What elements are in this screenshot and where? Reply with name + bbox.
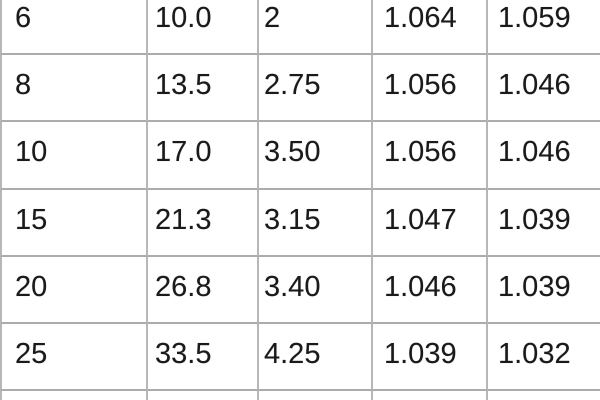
- table-cell-empty: [488, 391, 600, 400]
- table-cell: 1.039: [373, 323, 488, 392]
- table-cell: 1.046: [488, 55, 600, 123]
- table-cell: 8: [0, 55, 148, 123]
- table-cell-empty: [373, 391, 488, 400]
- table-cell: 3.15: [259, 189, 373, 257]
- table-cell: 2: [259, 0, 373, 56]
- table-cell-empty: [259, 391, 373, 400]
- table-cell: 1.056: [373, 122, 488, 190]
- table-cell: 4.25: [259, 323, 373, 392]
- table-cell: 1.039: [488, 256, 600, 324]
- table-cell: 26.8: [148, 256, 259, 324]
- table-cell: 3.40: [259, 256, 373, 324]
- table-cell: 1.032: [488, 323, 600, 392]
- table-cell: 1.056: [373, 55, 488, 123]
- table-cell: 1.064: [373, 0, 488, 56]
- table-cell: 1.059: [488, 0, 600, 56]
- table-cell: 21.3: [148, 189, 259, 257]
- table-cell: 3.50: [259, 122, 373, 190]
- table-cell: 6: [0, 0, 148, 56]
- table-cell: 33.5: [148, 323, 259, 392]
- table-cell-empty: [148, 391, 259, 400]
- table-cell: 1.046: [373, 256, 488, 324]
- table-cell: 20: [0, 256, 148, 324]
- table-cell-empty: [0, 391, 148, 400]
- table-cell: 1.039: [488, 189, 600, 257]
- table-cell: 17.0: [148, 122, 259, 190]
- table-cell: 15: [0, 189, 148, 257]
- table-cell: 2.75: [259, 55, 373, 123]
- table-cell: 13.5: [148, 55, 259, 123]
- table-cell: 10: [0, 122, 148, 190]
- table-cell: 25: [0, 323, 148, 392]
- table-cell: 10.0: [148, 0, 259, 56]
- table-cell: 1.046: [488, 122, 600, 190]
- table-cell: 1.047: [373, 189, 488, 257]
